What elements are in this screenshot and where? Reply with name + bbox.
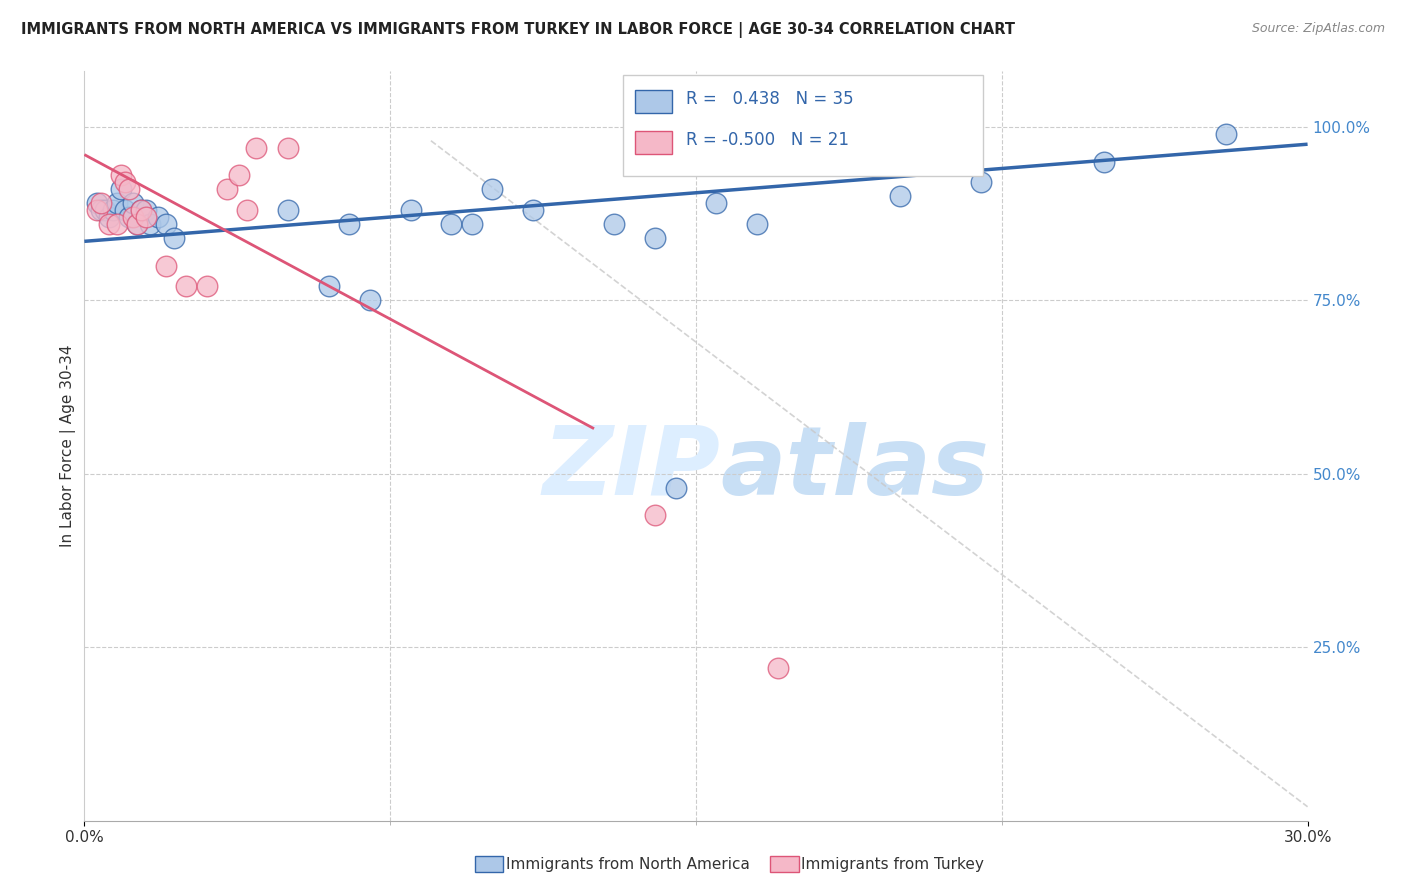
FancyBboxPatch shape [636, 90, 672, 112]
Text: R = -0.500   N = 21: R = -0.500 N = 21 [686, 131, 849, 149]
Point [118, 182, 141, 196]
Point [146, 210, 169, 224]
Point [131, 203, 153, 218]
Point [105, 217, 128, 231]
Point [522, 203, 544, 218]
Point [105, 196, 128, 211]
Point [163, 231, 186, 245]
FancyBboxPatch shape [636, 131, 672, 153]
Point [110, 182, 132, 196]
Point [122, 196, 145, 211]
Point [90, 196, 112, 211]
Point [359, 293, 381, 308]
Point [228, 169, 250, 183]
Point [245, 141, 267, 155]
Point [318, 279, 340, 293]
Point [155, 217, 177, 231]
Point [217, 182, 239, 196]
Point [236, 203, 259, 218]
Point [122, 210, 145, 224]
Point [644, 508, 666, 523]
Point [97, 210, 120, 224]
Point [603, 217, 626, 231]
Point [644, 231, 666, 245]
Point [277, 203, 299, 218]
Point [1215, 127, 1237, 141]
Point [138, 217, 160, 231]
Text: ZIP: ZIP [543, 422, 720, 515]
Point [97, 217, 120, 231]
Point [440, 217, 463, 231]
Point [101, 203, 124, 218]
Point [135, 203, 157, 218]
Point [114, 203, 136, 218]
Point [131, 203, 153, 218]
Text: Immigrants from Turkey: Immigrants from Turkey [801, 857, 984, 871]
Point [93, 203, 115, 218]
Point [706, 196, 728, 211]
Point [1092, 154, 1115, 169]
Point [86, 196, 108, 211]
Text: Immigrants from North America: Immigrants from North America [506, 857, 749, 871]
Point [127, 217, 149, 231]
Point [174, 279, 197, 293]
Point [86, 203, 108, 218]
Text: Source: ZipAtlas.com: Source: ZipAtlas.com [1251, 22, 1385, 36]
Y-axis label: In Labor Force | Age 30-34: In Labor Force | Age 30-34 [60, 344, 76, 548]
Point [766, 661, 789, 675]
Point [114, 175, 136, 189]
Point [118, 210, 141, 224]
Text: IMMIGRANTS FROM NORTH AMERICA VS IMMIGRANTS FROM TURKEY IN LABOR FORCE | AGE 30-: IMMIGRANTS FROM NORTH AMERICA VS IMMIGRA… [21, 22, 1015, 38]
FancyBboxPatch shape [623, 75, 983, 177]
Point [90, 203, 112, 218]
Point [195, 279, 218, 293]
Text: atlas: atlas [720, 422, 990, 515]
Point [665, 481, 688, 495]
Point [399, 203, 422, 218]
Point [889, 189, 911, 203]
Point [127, 217, 149, 231]
Point [339, 217, 361, 231]
Point [155, 259, 177, 273]
Point [747, 217, 769, 231]
Point [481, 182, 503, 196]
Point [970, 175, 993, 189]
Point [110, 169, 132, 183]
Point [461, 217, 484, 231]
Text: R =   0.438   N = 35: R = 0.438 N = 35 [686, 90, 853, 108]
Point [135, 210, 157, 224]
Point [277, 141, 299, 155]
